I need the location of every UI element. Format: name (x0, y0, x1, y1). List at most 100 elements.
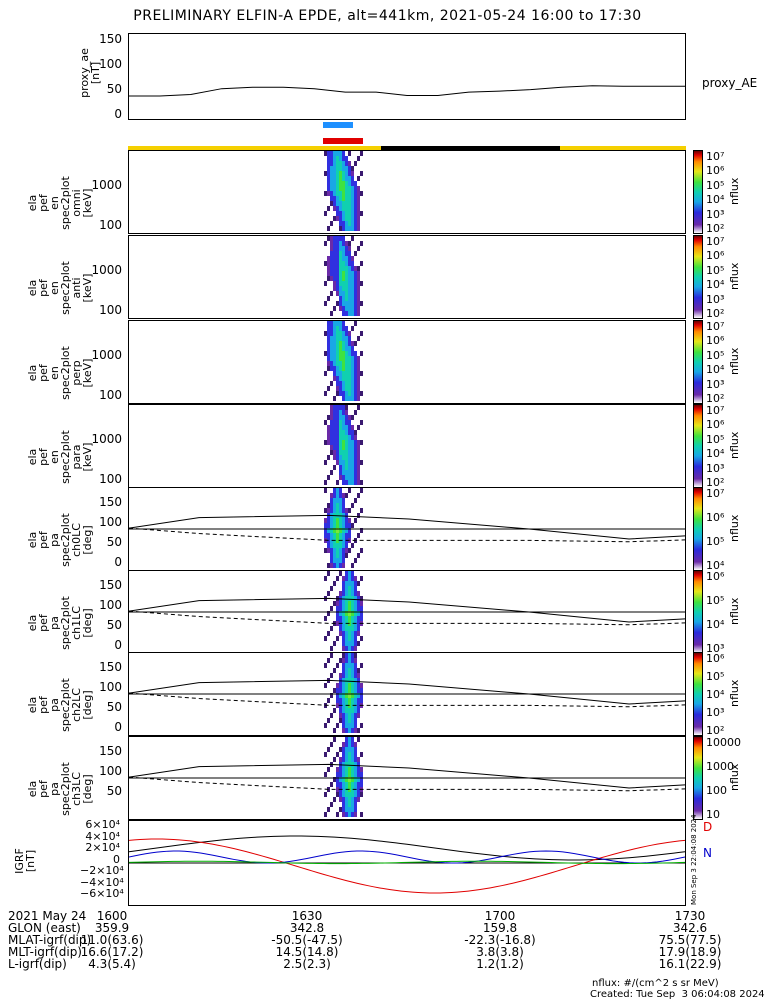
spectrogram-cell-3-3-10 (333, 455, 336, 460)
spectrogram-cell-2-2-12 (330, 381, 333, 386)
spectrogram-cell-2-2-4 (330, 341, 333, 346)
spectrogram-cell-1-8-14 (348, 306, 351, 311)
spectrogram-cell-1-7-7 (345, 271, 348, 276)
spectrogram-cell-6-7-13 (345, 718, 348, 723)
spectrogram-cell-0-1-4 (327, 171, 330, 176)
spectrogram-cell-0-7-14 (345, 221, 348, 226)
spectrogram-cell-6-7-4 (345, 673, 348, 678)
spectrogram-cell-6-6-14 (342, 723, 345, 728)
spectrogram-cell-4-2-13 (330, 553, 333, 558)
spectrogram-cell-5-10-3 (354, 586, 357, 591)
spectrogram-cell-0-0-8 (324, 191, 327, 196)
spectrogram-cell-7-9-13 (351, 802, 354, 807)
spectrogram-cell-0-5-2 (339, 161, 342, 166)
spectrogram-cell-2-4-14 (336, 391, 339, 396)
spectrogram-cell-2-3-5 (333, 346, 336, 351)
spectrogram-cell-0-7-5 (345, 176, 348, 181)
spectrogram-tick-3-1: 100 (99, 472, 122, 486)
spectrogram-cell-3-9-4 (351, 425, 354, 430)
spectrogram-cell-3-5-11 (339, 460, 342, 465)
spectrogram-cell-2-3-1 (333, 326, 336, 331)
spectrogram-plot-1 (324, 236, 363, 316)
spectrogram-cell-7-7-2 (345, 747, 348, 752)
spectrogram-cell-0-10-7 (354, 186, 357, 191)
spectrogram-cell-0-4-2 (336, 161, 339, 166)
spectrogram-cell-4-7-9 (345, 533, 348, 538)
spectrogram-cell-7-6-8 (342, 777, 345, 782)
spectrogram-cell-1-3-6 (333, 266, 336, 271)
spectrogram-cell-7-2-13 (330, 802, 333, 807)
spectrogram-cell-3-8-7 (348, 440, 351, 445)
colorbar-7 (693, 736, 703, 820)
spectrogram-cell-3-11-7 (357, 440, 360, 445)
spectrogram-cell-6-10-0 (354, 653, 357, 658)
spectrogram-cell-3-6-12 (342, 465, 345, 470)
spectrogram-cell-7-4-11 (336, 792, 339, 797)
spectrogram-cell-7-0-3 (324, 752, 327, 757)
spectrogram-cell-1-1-12 (327, 296, 330, 301)
spectrogram-cell-4-4-12 (336, 548, 339, 553)
igrf-tick-6: −6×10⁴ (80, 887, 124, 900)
colorbar-tick-3-1: 10⁶ (706, 418, 725, 432)
spectrogram-cell-2-3-6 (333, 351, 336, 356)
footer-value-2-2: -50.5(-47.5) (271, 933, 343, 947)
spectrogram-cell-3-9-10 (351, 455, 354, 460)
spectrogram-cell-5-11-5 (357, 596, 360, 601)
spectrogram-cell-1-6-4 (342, 256, 345, 261)
spectrogram-cell-6-7-7 (345, 688, 348, 693)
colorbar-label-0: nflux (728, 177, 741, 205)
spectrogram-cell-2-10-14 (354, 391, 357, 396)
footer-value-1-3: 159.8 (482, 921, 518, 935)
spectrogram-cell-5-6-2 (342, 581, 345, 586)
spectrogram-cell-1-1-8 (327, 276, 330, 281)
spectrogram-cell-6-8-0 (348, 653, 351, 658)
spectrogram-cell-3-6-10 (342, 455, 345, 460)
spectrogram-cell-3-0-15 (324, 480, 327, 485)
spectrogram-tick-6-1: 100 (99, 680, 122, 694)
spectrogram-cell-2-3-7 (333, 356, 336, 361)
spectrogram-cell-7-4-6 (336, 767, 339, 772)
spectrogram-cell-1-7-13 (345, 301, 348, 306)
spectrogram-cell-2-10-7 (354, 356, 357, 361)
spectrogram-cell-6-7-11 (345, 708, 348, 713)
spectrogram-cell-0-2-1 (330, 156, 333, 161)
spectrogram-cell-3-11-13 (357, 470, 360, 475)
spectrogram-cell-3-2-6 (330, 435, 333, 440)
spectrogram-cell-5-11-14 (357, 641, 360, 646)
colorbar-tick-3-2: 10⁵ (706, 432, 725, 446)
spectrogram-cell-4-0-6 (324, 518, 327, 523)
spectrogram-cell-0-5-7 (339, 186, 342, 191)
spectrogram-cell-6-10-7 (354, 688, 357, 693)
spectrogram-cell-1-5-6 (339, 266, 342, 271)
spectrogram-cell-0-3-2 (333, 161, 336, 166)
spectrogram-cell-4-3-8 (333, 528, 336, 533)
spectrogram-cell-5-12-13 (360, 636, 363, 641)
colorbar-tick-6-4: 10² (706, 724, 725, 737)
spectrogram-cell-4-10-14 (354, 558, 357, 563)
spectrogram-cell-3-5-2 (339, 415, 342, 420)
spectrogram-cell-3-4-9 (336, 450, 339, 455)
spectrogram-cell-3-6-11 (342, 460, 345, 465)
spectrogram-cell-2-2-6 (330, 351, 333, 356)
colorbar-tick-6-3: 10³ (706, 706, 725, 719)
spectrogram-cell-4-2-12 (330, 548, 333, 553)
spectrogram-cell-7-3-12 (333, 797, 336, 802)
spectrogram-cell-1-0-13 (324, 301, 327, 306)
spectrogram-cell-0-11-7 (357, 186, 360, 191)
spectrogram-cell-6-12-14 (360, 723, 363, 728)
colorbar-tick-7-1: 1000 (706, 760, 734, 773)
spectrogram-tick-4-0: 150 (99, 495, 122, 509)
spectrogram-cell-7-5-6 (339, 767, 342, 772)
spectrogram-plot-4 (128, 488, 686, 568)
spectrogram-cell-3-3-6 (333, 435, 336, 440)
spectrogram-cell-1-7-1 (345, 241, 348, 246)
spectrogram-cell-1-6-8 (342, 276, 345, 281)
spectrogram-cell-2-5-11 (339, 376, 342, 381)
spectrogram-cell-4-8-7 (348, 523, 351, 528)
spectrogram-cell-4-3-2 (333, 498, 336, 503)
spectrogram-cell-7-12-15 (360, 812, 363, 817)
ae-tick-150: 150 (99, 32, 122, 46)
spectrogram-cell-4-5-3 (339, 503, 342, 508)
spectrogram-cell-2-4-12 (336, 381, 339, 386)
spectrogram-cell-7-7-14 (345, 807, 348, 812)
